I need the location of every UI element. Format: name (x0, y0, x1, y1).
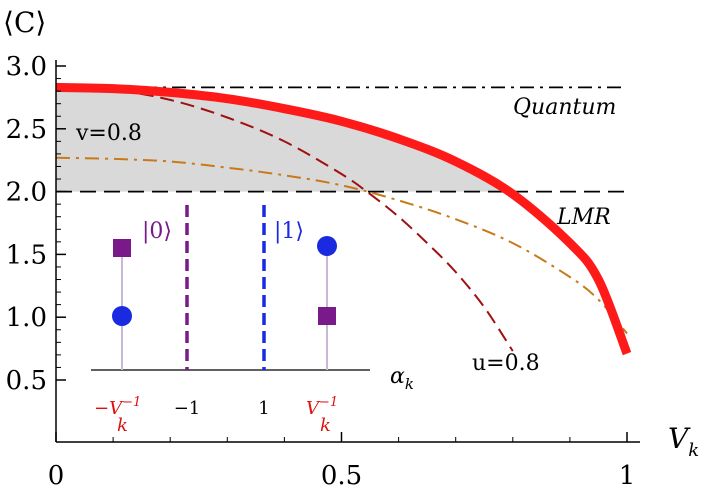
inset-tick-minus-vk-sub: k (117, 415, 128, 436)
inset-tick-vk-inverse: V−1 (306, 395, 338, 419)
x-axis-label: Vk (668, 422, 699, 461)
u-series-label: u=0.8 (472, 351, 540, 376)
x-tick-label: 0.5 (321, 461, 362, 491)
inset-tick-one: 1 (258, 398, 269, 419)
v-series-label: v=0.8 (75, 121, 142, 146)
left-marker-square (113, 239, 131, 257)
y-tick-label: 3.0 (6, 52, 47, 82)
left-marker-circle (112, 306, 132, 326)
y-tick-label: 2.0 (6, 178, 47, 208)
y-tick-label: 1.5 (6, 240, 47, 270)
right-marker-square (318, 307, 336, 325)
inset-diagram: |0⟩ |1⟩ αk −V−1 k −1 1 V−1 k (91, 205, 414, 436)
ket0-label: |0⟩ (142, 219, 172, 244)
x-tick-label: 0 (48, 461, 65, 491)
x-tick-label: 1 (619, 461, 636, 491)
ket1-label: |1⟩ (274, 219, 304, 244)
inset-tick-vk-sub: k (320, 415, 331, 436)
right-marker-circle (317, 236, 337, 256)
y-tick-label: 0.5 (6, 366, 47, 396)
x-tick-marks (55, 432, 628, 442)
inset-axis-label: αk (390, 364, 414, 393)
lmr-label: LMR (556, 205, 611, 230)
y-axis-label: ⟨C⟩ (3, 6, 46, 39)
series-line-v08 (55, 156, 628, 335)
series-line-thick-red (55, 82, 632, 356)
inset-tick-minus-one: −1 (174, 398, 201, 419)
quantum-label: Quantum (513, 95, 616, 120)
inset-tick-minus-vk-inverse: −V−1 (94, 395, 141, 419)
y-tick-marks (56, 65, 66, 381)
y-tick-label: 2.5 (6, 115, 47, 145)
y-tick-label: 1.0 (6, 303, 47, 333)
series-line-u08 (55, 86, 514, 352)
